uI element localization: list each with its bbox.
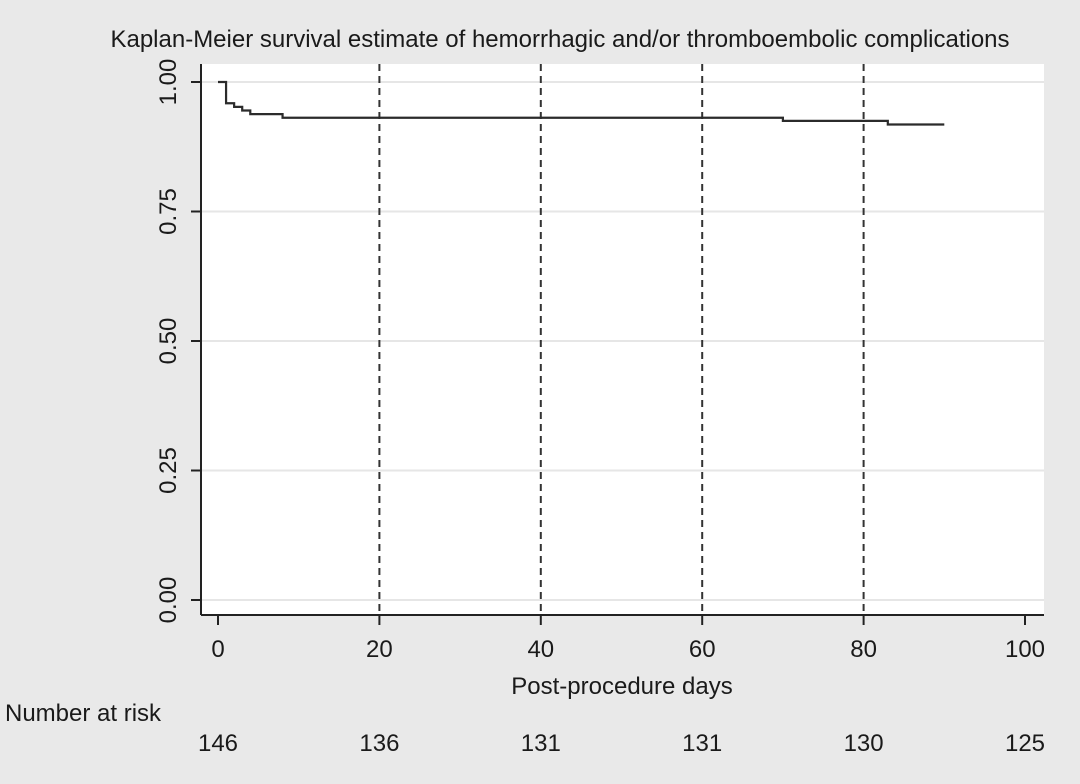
x-tick-label-0: 0 [211,636,224,663]
survival-curve-0 [218,80,945,126]
y-tick-label-0: 0.00 [155,577,182,624]
y-tick-label-4: 1.00 [155,59,182,106]
x-tick-label-40: 40 [527,636,554,663]
y-axis-ticks: 0.00 0.25 0.50 0.75 1.00 [155,59,201,624]
survival-curve-group [218,80,945,126]
risk-count-20: 136 [359,730,399,757]
y-tick-label-3: 0.75 [155,188,182,235]
risk-count-100: 125 [1005,730,1045,757]
plot-area [201,64,1044,615]
reference-lines [378,64,865,615]
risk-count-0: 146 [198,730,238,757]
x-axis-label: Post-procedure days [511,673,732,700]
x-tick-label-60: 60 [689,636,716,663]
risk-count-40: 131 [521,730,561,757]
x-axis-ticks: 0 20 40 60 80 100 [211,615,1045,663]
x-tick-label-100: 100 [1005,636,1045,663]
risk-count-60: 131 [682,730,722,757]
chart-title: Kaplan-Meier survival estimate of hemorr… [110,26,1009,53]
gridlines [201,81,1044,601]
risk-table: 146 136 131 131 130 125 [198,730,1045,757]
y-tick-label-2: 0.50 [155,318,182,365]
axes [200,64,1044,616]
x-tick-label-80: 80 [850,636,877,663]
y-tick-label-1: 0.25 [155,447,182,494]
risk-table-label: Number at risk [5,700,162,727]
x-tick-label-20: 20 [366,636,393,663]
risk-count-80: 130 [844,730,884,757]
